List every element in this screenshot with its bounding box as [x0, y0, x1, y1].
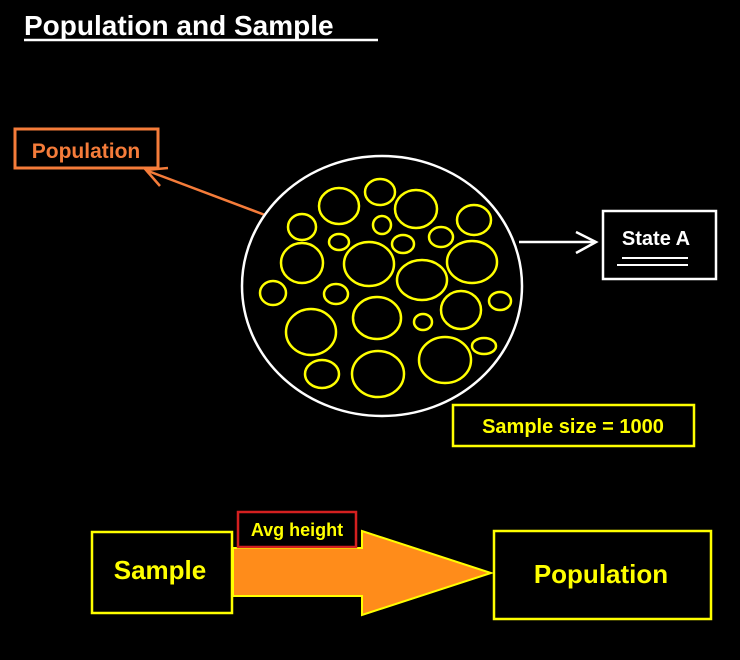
population-circle: [240, 154, 524, 418]
individual: [412, 312, 434, 332]
population-arrow-head: [143, 166, 169, 187]
individual: [455, 203, 493, 237]
population-result-label: Population: [534, 559, 668, 589]
individual: [395, 258, 449, 302]
individual: [322, 282, 350, 306]
individual: [350, 349, 406, 399]
individual: [445, 239, 499, 285]
individual: [327, 232, 351, 252]
population-label: Population: [32, 140, 141, 163]
population-box: [492, 529, 713, 621]
sample-size-box: [451, 403, 696, 448]
sample-label: Sample: [114, 555, 207, 585]
individual: [342, 240, 396, 288]
individual: [286, 212, 318, 242]
individual: [487, 290, 513, 312]
individual: [439, 289, 483, 331]
state-box: [601, 209, 718, 281]
individual: [258, 279, 288, 307]
individual: [317, 186, 361, 226]
population-individuals: [258, 177, 513, 399]
individual: [390, 233, 416, 255]
individual: [279, 241, 325, 285]
individual: [393, 188, 439, 230]
individual: [470, 336, 498, 356]
individual: [363, 177, 397, 207]
individual: [427, 225, 455, 249]
avg-height-box: [236, 510, 358, 549]
individual: [351, 295, 403, 341]
population-label-box: [13, 127, 160, 170]
page-title: Population and Sample: [24, 10, 334, 41]
individual: [303, 358, 341, 390]
sample-to-population-arrow: [232, 529, 495, 617]
individual: [371, 214, 393, 236]
individual: [284, 307, 338, 357]
avg-height-label: Avg height: [251, 520, 343, 540]
sample-size-label: Sample size = 1000: [482, 416, 664, 438]
population-arrow-line: [147, 169, 266, 217]
state-arrow-head: [575, 230, 599, 255]
state-label: State A: [622, 228, 690, 250]
individual: [417, 335, 473, 385]
